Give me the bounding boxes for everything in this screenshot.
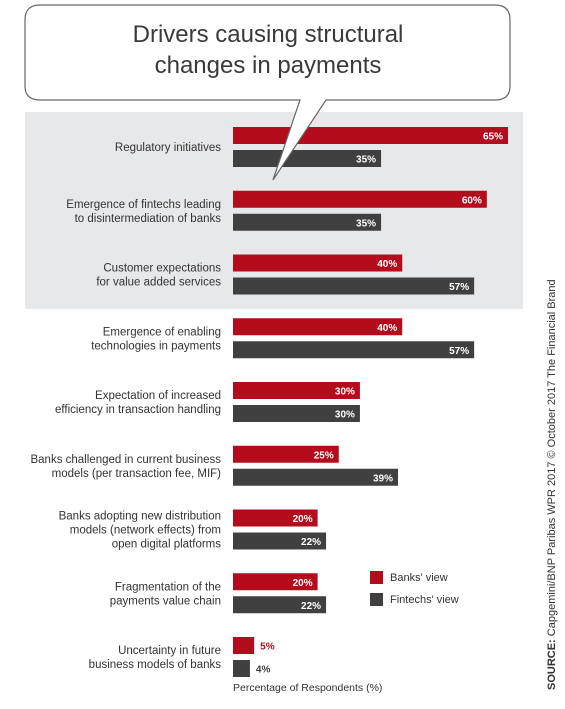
bar-fintechs-2	[233, 277, 475, 295]
bar-value-label: 5%	[260, 642, 275, 653]
category-label: Customer expectations	[103, 263, 221, 275]
bar-value-label: 20%	[293, 514, 313, 525]
bar-value-label: 30%	[335, 410, 355, 421]
category-label: Uncertainty in future	[118, 645, 221, 657]
legend: Banks' view Fintechs' view	[370, 571, 459, 606]
bar-value-label: 20%	[293, 578, 313, 589]
bar-value-label: 57%	[449, 282, 469, 293]
legend-swatch-banks	[370, 571, 383, 584]
bar-value-label: 35%	[356, 218, 376, 229]
bar-fintechs-6	[233, 532, 327, 550]
legend-label-fintechs: Fintechs' view	[390, 594, 459, 606]
bar-value-label: 22%	[301, 601, 321, 612]
bar-fintechs-0	[233, 150, 382, 167]
bar-value-label: 39%	[373, 473, 393, 484]
category-label: models (per transaction fee, MIF)	[52, 468, 222, 480]
bar-value-label: 40%	[377, 259, 397, 270]
bar-value-label: 65%	[483, 132, 503, 143]
source-label: SOURCE:	[546, 639, 558, 690]
highlight-band	[25, 112, 523, 309]
title-line-2: changes in payments	[155, 52, 382, 79]
bar-value-label: 30%	[335, 387, 355, 398]
category-label: technologies in payments	[91, 340, 221, 352]
bar-banks-5	[233, 445, 339, 463]
bar-value-label: 57%	[449, 346, 469, 357]
bar-fintechs-5	[233, 468, 398, 486]
bar-value-label: 40%	[377, 323, 397, 334]
category-label: payments value chain	[110, 595, 221, 607]
bar-fintechs-7	[233, 596, 327, 614]
bar-banks-0	[233, 127, 508, 144]
x-axis-label: Percentage of Respondents (%)	[233, 682, 382, 694]
bar-banks-3	[233, 318, 403, 336]
bar-value-label: 35%	[356, 155, 376, 166]
category-label: business models of banks	[89, 659, 222, 671]
bar-banks-4	[233, 382, 360, 399]
category-label: efficiency in transaction handling	[55, 404, 221, 416]
bar-banks-1	[233, 190, 487, 208]
bar-banks-2	[233, 254, 403, 272]
legend-swatch-fintechs	[370, 593, 383, 606]
category-label: Expectation of increased	[95, 390, 221, 402]
title-bubble	[24, 4, 511, 181]
category-label: Banks challenged in current business	[30, 454, 221, 466]
bar-banks-8	[233, 637, 255, 654]
category-label: Emergence of fintechs leading	[66, 199, 221, 211]
bar-fintechs-1	[233, 213, 382, 231]
title-line-1: Drivers causing structural	[133, 21, 404, 48]
bar-fintechs-3	[233, 341, 475, 359]
bar-banks-7	[233, 573, 318, 591]
category-label: to disintermediation of banks	[75, 213, 222, 225]
bar-value-label: 22%	[301, 537, 321, 548]
bar-banks-6	[233, 509, 318, 527]
category-label: for value added services	[96, 277, 221, 289]
legend-label-banks: Banks' view	[390, 572, 448, 584]
category-label: Regulatory initiatives	[115, 142, 221, 154]
source-text: Capgemini/BNP Paribas WPR 2017 © October…	[546, 279, 558, 637]
category-label: Emergence of enabling	[103, 326, 221, 338]
bar-value-label: 60%	[462, 195, 482, 206]
category-label: Banks adopting new distribution	[59, 511, 221, 523]
bar-value-label: 4%	[256, 665, 271, 676]
source-note: SOURCE: Capgemini/BNP Paribas WPR 2017 ©…	[546, 279, 558, 690]
category-label: open digital platforms	[112, 539, 222, 551]
bar-fintechs-8	[233, 660, 250, 677]
bars-group: 65% 35% Regulatory initiatives 60% 35% Emerge…	[30, 127, 508, 677]
category-label: Fragmentation of the	[115, 581, 221, 593]
bar-value-label: 25%	[314, 450, 334, 461]
bar-fintechs-4	[233, 405, 360, 422]
category-label: models (network effects) from	[70, 525, 221, 537]
